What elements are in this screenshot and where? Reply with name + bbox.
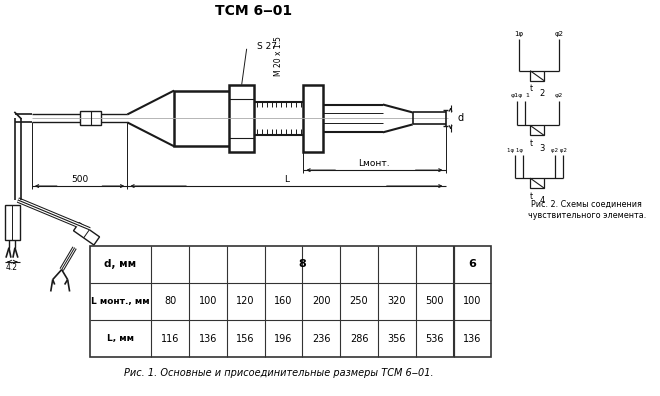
Text: 286: 286 xyxy=(350,333,368,344)
Text: φ2: φ2 xyxy=(555,93,563,98)
Text: φ1φ: φ1φ xyxy=(511,93,523,98)
Text: 500: 500 xyxy=(71,175,88,184)
Text: 536: 536 xyxy=(426,333,444,344)
Text: t: t xyxy=(530,192,533,200)
Text: 136: 136 xyxy=(463,333,482,344)
Text: 200: 200 xyxy=(312,297,331,307)
Text: 250: 250 xyxy=(350,297,368,307)
Text: 100: 100 xyxy=(463,297,482,307)
Text: ТСМ 6‒01: ТСМ 6‒01 xyxy=(215,4,292,18)
Bar xyxy=(229,85,253,152)
Text: 8: 8 xyxy=(298,259,306,269)
Bar xyxy=(80,111,102,126)
Text: 1: 1 xyxy=(525,93,529,98)
Text: L, мм: L, мм xyxy=(107,334,134,343)
Text: Lмонт.: Lмонт. xyxy=(358,159,390,168)
Text: t: t xyxy=(530,84,533,93)
Text: 500: 500 xyxy=(426,297,444,307)
Text: 320: 320 xyxy=(387,297,406,307)
Text: 156: 156 xyxy=(236,333,255,344)
Bar xyxy=(530,126,544,135)
Text: 1φ 1φ: 1φ 1φ xyxy=(507,148,523,153)
Text: d: d xyxy=(457,113,463,124)
Text: Рис. 2. Схемы соединения
чувствительного элемента.: Рис. 2. Схемы соединения чувствительного… xyxy=(528,200,646,220)
Text: 356: 356 xyxy=(387,333,406,344)
Text: 120: 120 xyxy=(236,297,255,307)
Text: L монт., мм: L монт., мм xyxy=(91,297,150,306)
Text: 196: 196 xyxy=(275,333,292,344)
Text: L: L xyxy=(284,175,289,184)
Text: 2: 2 xyxy=(539,89,544,98)
Text: 4.2: 4.2 xyxy=(6,263,18,272)
Bar xyxy=(174,91,244,146)
Bar xyxy=(90,246,491,357)
Text: 80: 80 xyxy=(164,297,176,307)
Text: φ2 φ2: φ2 φ2 xyxy=(551,148,567,153)
Text: 4: 4 xyxy=(539,196,544,206)
Text: t: t xyxy=(530,139,533,148)
Text: 236: 236 xyxy=(312,333,331,344)
Text: М 20 х 1.5: М 20 х 1.5 xyxy=(274,36,283,76)
Text: 136: 136 xyxy=(199,333,217,344)
Text: 160: 160 xyxy=(275,297,292,307)
Bar xyxy=(304,85,323,152)
Text: 116: 116 xyxy=(161,333,180,344)
Text: 6: 6 xyxy=(469,259,477,269)
Text: S 27: S 27 xyxy=(257,42,277,51)
Text: φ2: φ2 xyxy=(554,31,564,37)
Bar xyxy=(530,178,544,188)
Text: 3: 3 xyxy=(539,144,544,153)
Text: Рис. 1. Основные и присоединительные размеры ТСМ 6‒01.: Рис. 1. Основные и присоединительные раз… xyxy=(123,368,434,378)
Text: 1φ: 1φ xyxy=(515,31,524,37)
Bar xyxy=(530,71,544,81)
Text: d, мм: d, мм xyxy=(104,259,137,269)
Text: 100: 100 xyxy=(199,297,217,307)
Bar xyxy=(5,205,20,240)
Bar xyxy=(73,223,100,245)
